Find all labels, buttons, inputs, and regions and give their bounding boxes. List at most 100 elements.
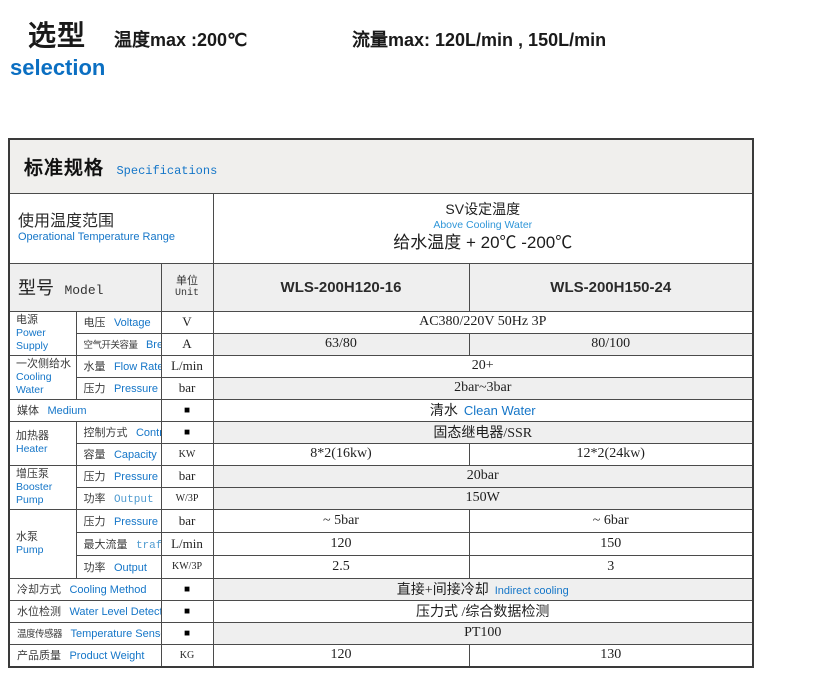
temp-range-row: 使用温度范围 Operational Temperature Range SV设… xyxy=(8,192,754,264)
temp-sensor-row: 温度传感器 Temperature Sensor ■ PT100 xyxy=(8,621,754,645)
pump-output-unit: KW/3P xyxy=(160,554,214,579)
pump-output-en: Output xyxy=(113,561,147,574)
cooling-method-value-en: Indirect cooling xyxy=(494,585,569,597)
cw-pressure-zh: 压力 xyxy=(83,383,106,395)
cooling-method-label-cell: 冷却方式 Cooling Method xyxy=(8,577,162,601)
group-power-zh: 电源 xyxy=(16,313,38,326)
flow-rate-zh: 水量 xyxy=(83,361,106,373)
page-title-zh: 选型 xyxy=(28,20,87,51)
group-booster-zh: 增压泵 xyxy=(16,467,49,480)
control-row: 加热器 Heater 控制方式 Control ■ 固态继电器/SSR xyxy=(8,420,754,466)
model-label-zh: 型号 xyxy=(18,278,54,298)
voltage-row: 电源 Power Supply 电压 Voltage V AC380/220V … xyxy=(8,310,754,356)
cooling-method-en: Cooling Method xyxy=(69,584,147,596)
temp-range-zh: 使用温度范围 xyxy=(18,212,115,230)
breaker-row: 空气开关容量 Breaker A 63/80 80/100 xyxy=(9,332,754,356)
model-label-en: Model xyxy=(64,283,104,298)
booster-output-label-cell: 功率 Output xyxy=(75,486,162,510)
pump-pressure-value-1: ~ 5bar xyxy=(212,508,470,533)
breaker-zh: 空气开关容量 xyxy=(83,340,139,351)
pump-flow-value-2: 150 xyxy=(468,531,754,556)
pump-pressure-zh: 压力 xyxy=(83,515,106,528)
voltage-unit: V xyxy=(160,310,214,334)
cooling-method-value-zh: 直接+间接冷却 xyxy=(396,583,489,598)
unit-header-cell: 单位 Unit xyxy=(160,262,214,312)
model-2: WLS-200H150-24 xyxy=(468,262,754,312)
capacity-en: Capacity xyxy=(113,449,157,461)
booster-pressure-row: 增压泵 Booster Pump 压力 Pressure bar 20bar xyxy=(8,464,754,510)
cw-pressure-en: Pressure xyxy=(113,383,158,395)
product-weight-row: 产品质量 Product Weight KG 120 130 xyxy=(8,643,754,668)
temp-sensor-en: Temperature Sensor xyxy=(70,628,161,640)
temp-sensor-value: PT100 xyxy=(212,621,754,645)
booster-output-zh: 功率 xyxy=(83,493,106,505)
pump-output-row: 功率 Output KW/3P 2.5 3 xyxy=(9,554,754,579)
group-power-en: Power Supply xyxy=(16,327,49,352)
voltage-value: AC380/220V 50Hz 3P xyxy=(212,310,754,334)
temp-range-en: Operational Temperature Range xyxy=(18,231,175,243)
group-cooling-zh: 一次侧给水 xyxy=(16,357,71,370)
capacity-unit: KW xyxy=(160,442,214,466)
group-heater-zh: 加热器 xyxy=(16,430,49,443)
medium-en: Medium xyxy=(47,405,87,417)
group-cooling-en: Cooling Water xyxy=(16,371,52,396)
pump-flow-en: traffic xyxy=(135,539,160,552)
pump-pressure-label-cell: 压力 Pressure xyxy=(75,508,162,533)
table-header-row: 标准规格 Specifications xyxy=(8,138,754,194)
pump-flow-row: 最大流量 traffic L/min 120 150 xyxy=(9,531,754,556)
product-weight-label-cell: 产品质量 Product Weight xyxy=(8,643,162,668)
cooling-method-row: 冷却方式 Cooling Method ■ 直接+间接冷却 Indirect co… xyxy=(8,577,754,601)
cooling-method-zh: 冷却方式 xyxy=(17,584,61,596)
control-en: Control xyxy=(135,427,160,439)
pump-pressure-value-2: ~ 6bar xyxy=(468,508,754,533)
capacity-value-2: 12*2(24kw) xyxy=(468,442,754,466)
pump-pressure-row: 水泵 Pump 压力 Pressure bar ~ 5bar ~ 6bar xyxy=(8,508,754,579)
booster-output-row: 功率 Output W/3P 150W xyxy=(9,486,754,510)
product-weight-zh: 产品质量 xyxy=(17,650,61,663)
control-label-cell: 控制方式 Control xyxy=(75,420,162,444)
cooling-method-value-cell: 直接+间接冷却 Indirect cooling xyxy=(212,577,754,601)
medium-value-cell: 清水 Clean Water xyxy=(212,398,754,422)
product-weight-value-1: 120 xyxy=(212,643,470,668)
filled-square-marker: ■ xyxy=(160,420,214,444)
breaker-en: Breaker xyxy=(145,339,160,351)
cw-pressure-unit: bar xyxy=(160,376,214,400)
pump-output-value-2: 3 xyxy=(468,554,754,579)
water-level-label-cell: 水位检测 Water Level Detection xyxy=(8,599,162,623)
cw-pressure-label-cell: 压力 Pressure xyxy=(75,376,162,400)
flow-rate-label-cell: 水量 Flow Rate xyxy=(75,354,162,378)
spec-title-zh: 标准规格 xyxy=(24,157,105,179)
capacity-row: 容量 Capacity KW 8*2(16kw) 12*2(24kw) xyxy=(9,442,754,466)
breaker-value-2: 80/100 xyxy=(468,332,754,356)
booster-output-value: 150W xyxy=(212,486,754,510)
water-level-zh: 水位检测 xyxy=(17,606,61,618)
flow-rate-row: 一次侧给水 Cooling Water 水量 Flow Rate L/min 2… xyxy=(8,354,754,400)
temp-sensor-zh: 温度传感器 xyxy=(17,629,63,640)
cw-pressure-value: 2bar~3bar xyxy=(212,376,754,400)
cw-pressure-row: 压力 Pressure bar 2bar~3bar xyxy=(9,376,754,400)
pump-flow-zh: 最大流量 xyxy=(83,538,128,551)
product-weight-unit: KG xyxy=(160,643,214,668)
control-zh: 控制方式 xyxy=(83,427,128,439)
water-level-value: 压力式 /综合数据检测 xyxy=(212,599,754,623)
water-level-en: Water Level Detection xyxy=(69,606,160,618)
feed-water-temp-range: 给水温度 + 20℃ -200℃ xyxy=(393,232,573,252)
booster-pressure-zh: 压力 xyxy=(83,471,106,483)
medium-value-en: Clean Water xyxy=(463,403,536,418)
spec-title-en: Specifications xyxy=(116,163,218,178)
group-booster-pump: 增压泵 Booster Pump xyxy=(8,464,77,510)
page-title-en: selection xyxy=(10,55,106,80)
booster-output-unit: W/3P xyxy=(160,486,214,510)
voltage-en: Voltage xyxy=(113,317,151,329)
filled-square-marker: ■ xyxy=(160,398,214,422)
filled-square-marker: ■ xyxy=(160,599,214,623)
breaker-label-cell: 空气开关容量 Breaker xyxy=(75,332,162,356)
filled-square-marker: ■ xyxy=(160,577,214,601)
product-weight-value-2: 130 xyxy=(468,643,754,668)
model-row: 型号 Model 单位 Unit WLS-200H120-16 WLS-200H… xyxy=(8,262,754,312)
breaker-value-1: 63/80 xyxy=(212,332,470,356)
table-header-cell: 标准规格 Specifications xyxy=(8,138,754,194)
pump-pressure-en: Pressure xyxy=(113,515,158,528)
medium-zh: 媒体 xyxy=(17,405,39,417)
